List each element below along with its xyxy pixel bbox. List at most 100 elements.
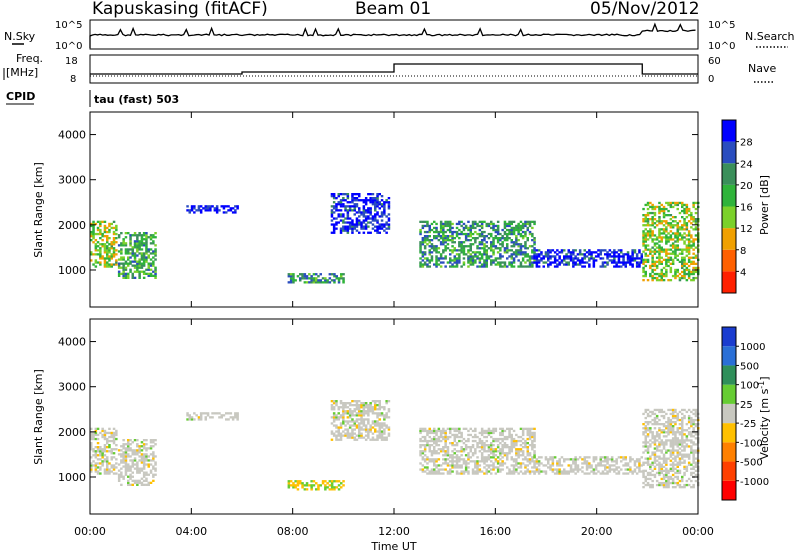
velocity-cell-r5: [455, 450, 459, 453]
velocity-cell-r7: [653, 423, 657, 426]
power-cell-r5: [492, 251, 495, 254]
power-cell-r1: [140, 256, 144, 259]
velocity-cell-r7: [674, 433, 677, 436]
velocity-cell-r4: [385, 416, 388, 419]
power-cell-r4: [367, 231, 370, 234]
velocity-cell-r5: [503, 437, 507, 441]
velocity-cell-r5: [430, 460, 434, 463]
power-cell-r5: [437, 263, 441, 266]
power-cell-r5: [435, 230, 438, 234]
power-cell-r2: [190, 207, 194, 210]
power-cell-r4: [376, 205, 379, 208]
power-colorbar-tick-label-3: 16: [740, 203, 753, 214]
power-cell-r5: [474, 222, 477, 226]
velocity-cell-r5: [508, 450, 511, 453]
power-cell-r5: [435, 255, 438, 258]
velocity-cell-r0: [106, 442, 109, 445]
velocity-cell-r7: [665, 473, 668, 477]
power-cell-r6: [638, 263, 641, 266]
power-cell-r6: [626, 251, 630, 254]
power-cell-r5: [444, 224, 447, 228]
velocity-cell-r1: [120, 459, 123, 462]
power-cell-r7: [687, 242, 691, 245]
power-cell-r5: [519, 245, 523, 248]
velocity-cell-r0: [110, 435, 113, 439]
velocity-cell-r7: [681, 423, 684, 426]
velocity-cell-r7: [665, 435, 668, 438]
velocity-cell-r5: [446, 454, 450, 457]
power-cell-r0: [112, 232, 116, 236]
power-cell-r5: [462, 257, 466, 260]
velocity-cell-r0: [106, 462, 109, 465]
power-cell-r5: [528, 230, 532, 234]
power-cell-r1: [136, 240, 139, 243]
velocity-cell-r3: [296, 488, 300, 491]
power-cell-r6: [599, 257, 602, 260]
velocity-cell-r0: [101, 433, 104, 437]
velocity-cell-r6: [578, 456, 582, 459]
power-cell-r7: [642, 234, 645, 237]
power-cell-r0: [115, 261, 118, 264]
velocity-cell-r5: [449, 468, 452, 471]
power-cell-r5: [478, 235, 482, 238]
velocity-cell-r6: [629, 468, 632, 471]
velocity-cell-r1: [131, 465, 134, 468]
velocity-cell-r7: [662, 481, 666, 485]
power-cell-r6: [640, 255, 643, 258]
power-cell-r1: [147, 274, 150, 277]
velocity-cell-r0: [110, 458, 113, 461]
power-cell-r5: [433, 249, 436, 252]
power-cell-r1: [145, 252, 148, 255]
power-cell-r0: [90, 230, 93, 234]
power-cell-r5: [528, 263, 532, 266]
velocity-cell-r7: [671, 421, 675, 424]
velocity-cell-r5: [501, 468, 504, 471]
velocity-cell-r7: [649, 443, 652, 446]
power-cell-r7: [669, 203, 673, 207]
power-cell-r7: [653, 260, 657, 263]
power-cell-r5: [458, 253, 461, 256]
velocity-cell-r0: [108, 450, 111, 453]
velocity-cell-r7: [676, 429, 679, 432]
velocity-cell-r4: [371, 436, 375, 439]
power-cell-r4: [378, 215, 381, 218]
power-cell-r7: [685, 228, 689, 231]
power-cell-r4: [369, 231, 372, 234]
velocity-cell-r7: [669, 481, 673, 485]
velocity-cell-r7: [658, 461, 661, 464]
velocity-cell-r5: [446, 462, 450, 465]
velocity-cell-r0: [96, 427, 100, 430]
power-cell-r5: [496, 230, 500, 234]
power-cell-r7: [685, 248, 689, 251]
velocity-cell-r5: [442, 431, 445, 435]
power-cell-r3: [303, 273, 307, 276]
power-cell-r6: [583, 257, 586, 260]
power-cell-r2: [213, 207, 217, 210]
power-cell-r4: [330, 219, 334, 222]
velocity-cell-r6: [583, 458, 586, 461]
power-cell-r1: [127, 258, 130, 261]
velocity-cell-r7: [671, 427, 675, 430]
velocity-cell-r0: [112, 456, 116, 459]
velocity-cell-r7: [690, 423, 693, 426]
power-cell-r7: [687, 248, 691, 251]
velocity-cell-r5: [453, 437, 456, 441]
power-cell-r5: [449, 220, 452, 223]
velocity-cell-r7: [658, 465, 661, 468]
velocity-cell-r7: [674, 481, 677, 485]
velocity-cell-r7: [646, 433, 650, 436]
velocity-cell-r4: [378, 400, 381, 403]
power-cell-r1: [138, 272, 141, 275]
power-cell-r2: [229, 209, 233, 212]
power-cell-r1: [140, 244, 144, 247]
power-cell-r3: [292, 277, 295, 280]
power-cell-r6: [608, 253, 612, 256]
velocity-cell-r1: [117, 473, 121, 476]
velocity-cell-r5: [462, 472, 466, 475]
velocity-cell-r7: [671, 445, 675, 448]
power-cell-r4: [346, 211, 350, 214]
power-cell-r5: [492, 226, 495, 230]
power-cell-r0: [90, 224, 93, 228]
power-cell-r6: [578, 251, 582, 254]
power-cell-r4: [348, 201, 352, 204]
